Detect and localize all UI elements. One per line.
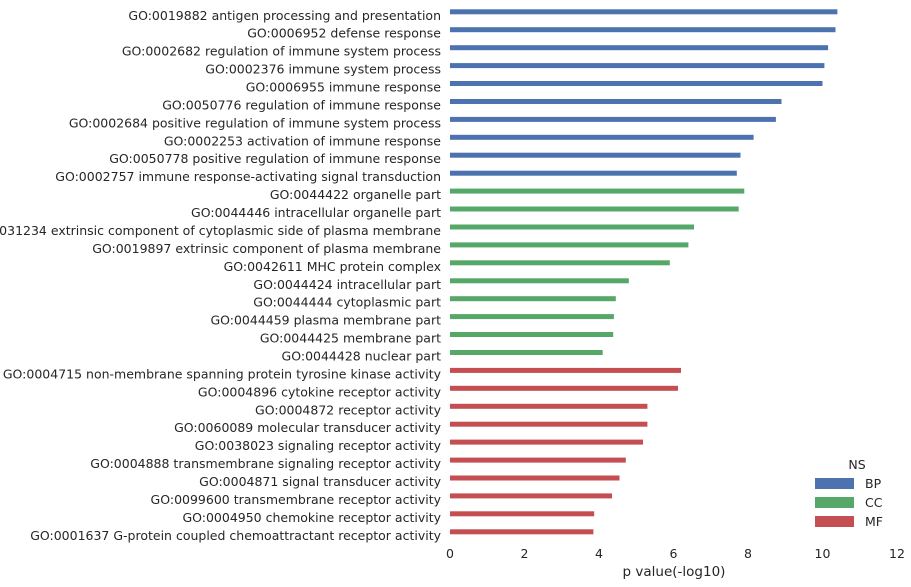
category-label-go-0044444: GO:0044444 cytoplasmic part [253, 295, 441, 310]
legend-swatch-bp [815, 478, 854, 489]
bar-go-0044446 [450, 206, 739, 212]
category-label-go-0044425: GO:0044425 membrane part [260, 331, 441, 346]
category-label-go-0044422: GO:0044422 organelle part [270, 187, 441, 202]
category-label-go-0002253: GO:0002253 activation of immune response [164, 133, 441, 148]
category-label-go-0004888: GO:0004888 transmembrane signaling recep… [90, 456, 441, 471]
bar-go-0002253 [450, 134, 754, 140]
category-label-go-0019882: GO:0019882 antigen processing and presen… [128, 8, 441, 23]
x-tick-label-4: 4 [595, 546, 603, 561]
category-label-go-0050778: GO:0050778 positive regulation of immune… [109, 151, 441, 166]
bar-go-0044459 [450, 314, 614, 320]
bar-go-0002682 [450, 45, 829, 51]
x-tick-label-12: 12 [889, 546, 905, 561]
bar-go-0060089 [450, 421, 648, 427]
bar-go-0044424 [450, 278, 629, 284]
category-label-go-0006955: GO:0006955 immune response [246, 80, 442, 95]
category-label-go-0004872: GO:0004872 receptor activity [255, 402, 442, 417]
category-label-go-0006952: GO:0006952 defense response [247, 26, 441, 41]
legend-swatch-mf [815, 516, 854, 527]
bar-go-0038023 [450, 439, 643, 445]
category-label-go-0044424: GO:0044424 intracellular part [253, 277, 441, 292]
category-label-go-0050776: GO:0050776 regulation of immune response [162, 98, 441, 113]
bar-go-0004715 [450, 367, 681, 373]
x-tick-label-2: 2 [521, 546, 529, 561]
legend-swatch-cc [815, 497, 854, 508]
bar-go-0004871 [450, 475, 620, 481]
category-label-go-0004896: GO:0004896 cytokine receptor activity [198, 384, 442, 399]
legend-label-mf: MF [865, 514, 883, 529]
legend-label-bp: BP [865, 476, 882, 491]
bar-go-0019897 [450, 242, 689, 248]
bar-go-0042611 [450, 260, 670, 266]
legend-label-cc: CC [865, 495, 883, 510]
bar-go-0044425 [450, 332, 614, 337]
bar-go-0004888 [450, 457, 626, 463]
bar-go-0031234 [450, 224, 694, 230]
bar-go-0006955 [450, 81, 823, 86]
bar-go-0001637 [450, 529, 594, 535]
category-label-go-0099600: GO:0099600 transmembrane receptor activi… [151, 492, 442, 507]
category-label-go-0004715: GO:0004715 non-membrane spanning protein… [3, 366, 442, 381]
bar-go-0044428 [450, 350, 603, 355]
category-label-go-0002757: GO:0002757 immune response-activating si… [55, 169, 441, 184]
bars-layer [450, 9, 838, 535]
bar-go-0019882 [450, 9, 838, 15]
bar-go-0002376 [450, 63, 825, 69]
bar-go-0004896 [450, 385, 678, 391]
x-tick-label-8: 8 [744, 546, 752, 561]
category-label-go-0044459: GO:0044459 plasma membrane part [210, 313, 441, 328]
bar-go-0006952 [450, 27, 836, 33]
legend-title: NS [848, 457, 865, 472]
bar-go-0002757 [450, 170, 737, 176]
bar-go-0004950 [450, 511, 595, 517]
category-label-go-0001637: GO:0001637 G-protein coupled chemoattrac… [30, 528, 441, 543]
x-tick-label-10: 10 [815, 546, 831, 561]
category-label-go-0002682: GO:0002682 regulation of immune system p… [122, 44, 441, 59]
bar-go-0004872 [450, 403, 648, 409]
x-axis-title: p value(-log10) [623, 564, 726, 580]
x-tick-label-0: 0 [446, 546, 454, 561]
bar-go-0044444 [450, 296, 616, 302]
category-label-go-0044446: GO:0044446 intracellular organelle part [191, 205, 441, 220]
category-label-go-0002376: GO:0002376 immune system process [205, 62, 441, 77]
bar-go-0050776 [450, 99, 782, 104]
x-tick-label-6: 6 [670, 546, 678, 561]
category-label-go-0031234: GO:0031234 extrinsic component of cytopl… [0, 223, 441, 238]
category-label-go-0044428: GO:0044428 nuclear part [282, 349, 442, 364]
category-label-go-0038023: GO:0038023 signaling receptor activity [195, 438, 442, 453]
x-axis: 0 2 4 6 8 10 12 [446, 546, 905, 561]
category-label-go-0004871: GO:0004871 signal transducer activity [199, 474, 441, 489]
bar-go-0099600 [450, 493, 612, 499]
category-label-go-0042611: GO:0042611 MHC protein complex [224, 259, 441, 274]
category-label-go-0060089: GO:0060089 molecular transducer activity [174, 420, 442, 435]
bar-go-0044422 [450, 188, 745, 194]
bar-go-0002684 [450, 116, 776, 122]
legend: NS BP CC MF [815, 457, 883, 529]
category-label-go-0019897: GO:0019897 extrinsic component of plasma… [92, 241, 441, 256]
bar-go-0050778 [450, 152, 741, 158]
category-label-go-0002684: GO:0002684 positive regulation of immune… [69, 115, 441, 130]
category-label-go-0004950: GO:0004950 chemokine receptor activity [182, 510, 441, 525]
category-labels: GO:0019882 antigen processing and presen… [0, 8, 442, 543]
